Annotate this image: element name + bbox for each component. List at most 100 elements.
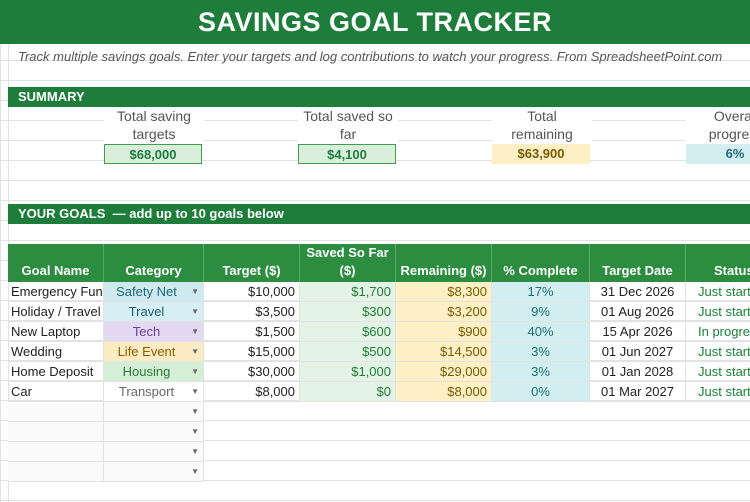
summary-label-saved: Total saved so far <box>298 107 398 143</box>
summary-value-remaining[interactable]: $63,900 <box>492 144 590 164</box>
dropdown-arrow-icon[interactable]: ▼ <box>191 447 199 456</box>
category-value: Life Event <box>117 344 176 359</box>
column-header-goal-name[interactable]: Goal Name <box>8 244 104 282</box>
pct-complete-cell[interactable]: 3% <box>492 362 590 382</box>
category-value: Travel <box>128 304 165 319</box>
remaining-cell[interactable]: $8,000 <box>396 382 492 402</box>
goals-header-title: YOUR GOALS <box>18 206 106 221</box>
remaining-cell[interactable]: $8,300 <box>396 282 492 302</box>
summary-value-saved[interactable]: $4,100 <box>298 144 396 164</box>
table-row: Holiday / Travel Travel ▼ $3,500 $300 $3,… <box>8 302 750 322</box>
target-cell[interactable]: $1,500 <box>204 322 300 342</box>
target-cell[interactable]: $10,000 <box>204 282 300 302</box>
dropdown-arrow-icon[interactable]: ▼ <box>191 327 199 336</box>
remaining-cell[interactable]: $900 <box>396 322 492 342</box>
column-header-pct-complete[interactable]: % Complete <box>492 244 590 282</box>
status-cell[interactable]: Just started <box>686 282 750 302</box>
goals-header-note: — add up to 10 goals below <box>112 206 284 221</box>
table-row: New Laptop Tech ▼ $1,500 $600 $900 40% 15… <box>8 322 750 342</box>
category-value: Transport <box>118 384 175 399</box>
dropdown-arrow-icon[interactable]: ▼ <box>191 367 199 376</box>
goal-name-cell[interactable] <box>8 462 104 482</box>
dropdown-arrow-icon[interactable]: ▼ <box>191 347 199 356</box>
category-dropdown[interactable]: Safety Net ▼ <box>104 282 204 302</box>
summary-header: SUMMARY <box>8 87 750 107</box>
column-header-target[interactable]: Target ($) <box>204 244 300 282</box>
dropdown-arrow-icon[interactable]: ▼ <box>191 307 199 316</box>
status-cell[interactable]: Just started <box>686 302 750 322</box>
category-dropdown[interactable]: Life Event ▼ <box>104 342 204 362</box>
category-dropdown[interactable]: ▼ <box>104 422 204 442</box>
saved-cell[interactable]: $1,000 <box>300 362 396 382</box>
dropdown-arrow-icon[interactable]: ▼ <box>191 387 199 396</box>
status-cell[interactable]: In progress <box>686 322 750 342</box>
pct-complete-cell[interactable]: 40% <box>492 322 590 342</box>
column-header-target-date[interactable]: Target Date <box>590 244 686 282</box>
target-date-cell[interactable]: 01 Mar 2027 <box>590 382 686 402</box>
category-dropdown[interactable]: ▼ <box>104 462 204 482</box>
goal-name-cell[interactable]: Holiday / Travel <box>8 302 104 322</box>
target-date-cell[interactable]: 01 Jan 2028 <box>590 362 686 382</box>
status-cell[interactable]: Just started <box>686 342 750 362</box>
column-header-status[interactable]: Status <box>686 244 750 282</box>
table-row: Wedding Life Event ▼ $15,000 $500 $14,500… <box>8 342 750 362</box>
target-date-cell[interactable]: 01 Jun 2027 <box>590 342 686 362</box>
pct-complete-cell[interactable]: 9% <box>492 302 590 322</box>
target-date-cell[interactable]: 01 Aug 2026 <box>590 302 686 322</box>
category-dropdown[interactable]: Tech ▼ <box>104 322 204 342</box>
goal-name-cell[interactable]: Wedding <box>8 342 104 362</box>
saved-cell[interactable]: $300 <box>300 302 396 322</box>
summary-value-targets[interactable]: $68,000 <box>104 144 202 164</box>
pct-complete-cell[interactable]: 17% <box>492 282 590 302</box>
category-dropdown[interactable]: Housing ▼ <box>104 362 204 382</box>
empty-row: ▼ <box>8 402 750 422</box>
target-date-cell[interactable]: 31 Dec 2026 <box>590 282 686 302</box>
goals-header: YOUR GOALS — add up to 10 goals below <box>8 204 750 224</box>
pct-complete-cell[interactable]: 3% <box>492 342 590 362</box>
pct-complete-cell[interactable]: 0% <box>492 382 590 402</box>
category-dropdown[interactable]: Transport ▼ <box>104 382 204 402</box>
column-header-category[interactable]: Category <box>104 244 204 282</box>
summary-label-remaining: Total remaining <box>492 107 592 143</box>
goal-name-cell[interactable] <box>8 422 104 442</box>
goal-name-cell[interactable]: New Laptop <box>8 322 104 342</box>
dropdown-arrow-icon[interactable]: ▼ <box>191 427 199 436</box>
dropdown-arrow-icon[interactable]: ▼ <box>191 467 199 476</box>
category-value: Safety Net <box>116 284 177 299</box>
empty-row: ▼ <box>8 462 750 482</box>
empty-row: ▼ <box>8 442 750 462</box>
target-cell[interactable]: $30,000 <box>204 362 300 382</box>
column-header-saved[interactable]: Saved So Far ($) <box>300 244 396 282</box>
category-dropdown[interactable]: Travel ▼ <box>104 302 204 322</box>
category-value: Housing <box>122 364 171 379</box>
target-date-cell[interactable]: 15 Apr 2026 <box>590 322 686 342</box>
goal-name-cell[interactable] <box>8 442 104 462</box>
target-cell[interactable]: $8,000 <box>204 382 300 402</box>
saved-cell[interactable]: $500 <box>300 342 396 362</box>
dropdown-arrow-icon[interactable]: ▼ <box>191 407 199 416</box>
target-cell[interactable]: $3,500 <box>204 302 300 322</box>
status-cell[interactable]: Just started <box>686 362 750 382</box>
goal-name-cell[interactable] <box>8 402 104 422</box>
category-value: Tech <box>132 324 161 339</box>
dropdown-arrow-icon[interactable]: ▼ <box>191 287 199 296</box>
goal-name-cell[interactable]: Emergency Fund <box>8 282 104 302</box>
goal-name-cell[interactable]: Car <box>8 382 104 402</box>
remaining-cell[interactable]: $3,200 <box>396 302 492 322</box>
saved-cell[interactable]: $600 <box>300 322 396 342</box>
summary-label-progress: Overallprogress <box>686 107 750 143</box>
column-header-remaining[interactable]: Remaining ($) <box>396 244 492 282</box>
empty-row: ▼ <box>8 422 750 442</box>
summary-value-progress[interactable]: 6% <box>686 144 750 164</box>
target-cell[interactable]: $15,000 <box>204 342 300 362</box>
remaining-cell[interactable]: $29,000 <box>396 362 492 382</box>
category-dropdown[interactable]: ▼ <box>104 402 204 422</box>
saved-cell[interactable]: $0 <box>300 382 396 402</box>
status-cell[interactable]: Just started <box>686 382 750 402</box>
table-header-row: Goal Name Category Target ($) Saved So F… <box>8 244 750 282</box>
saved-cell[interactable]: $1,700 <box>300 282 396 302</box>
remaining-cell[interactable]: $14,500 <box>396 342 492 362</box>
goal-name-cell[interactable]: Home Deposit <box>8 362 104 382</box>
table-row: Home Deposit Housing ▼ $30,000 $1,000 $29… <box>8 362 750 382</box>
category-dropdown[interactable]: ▼ <box>104 442 204 462</box>
